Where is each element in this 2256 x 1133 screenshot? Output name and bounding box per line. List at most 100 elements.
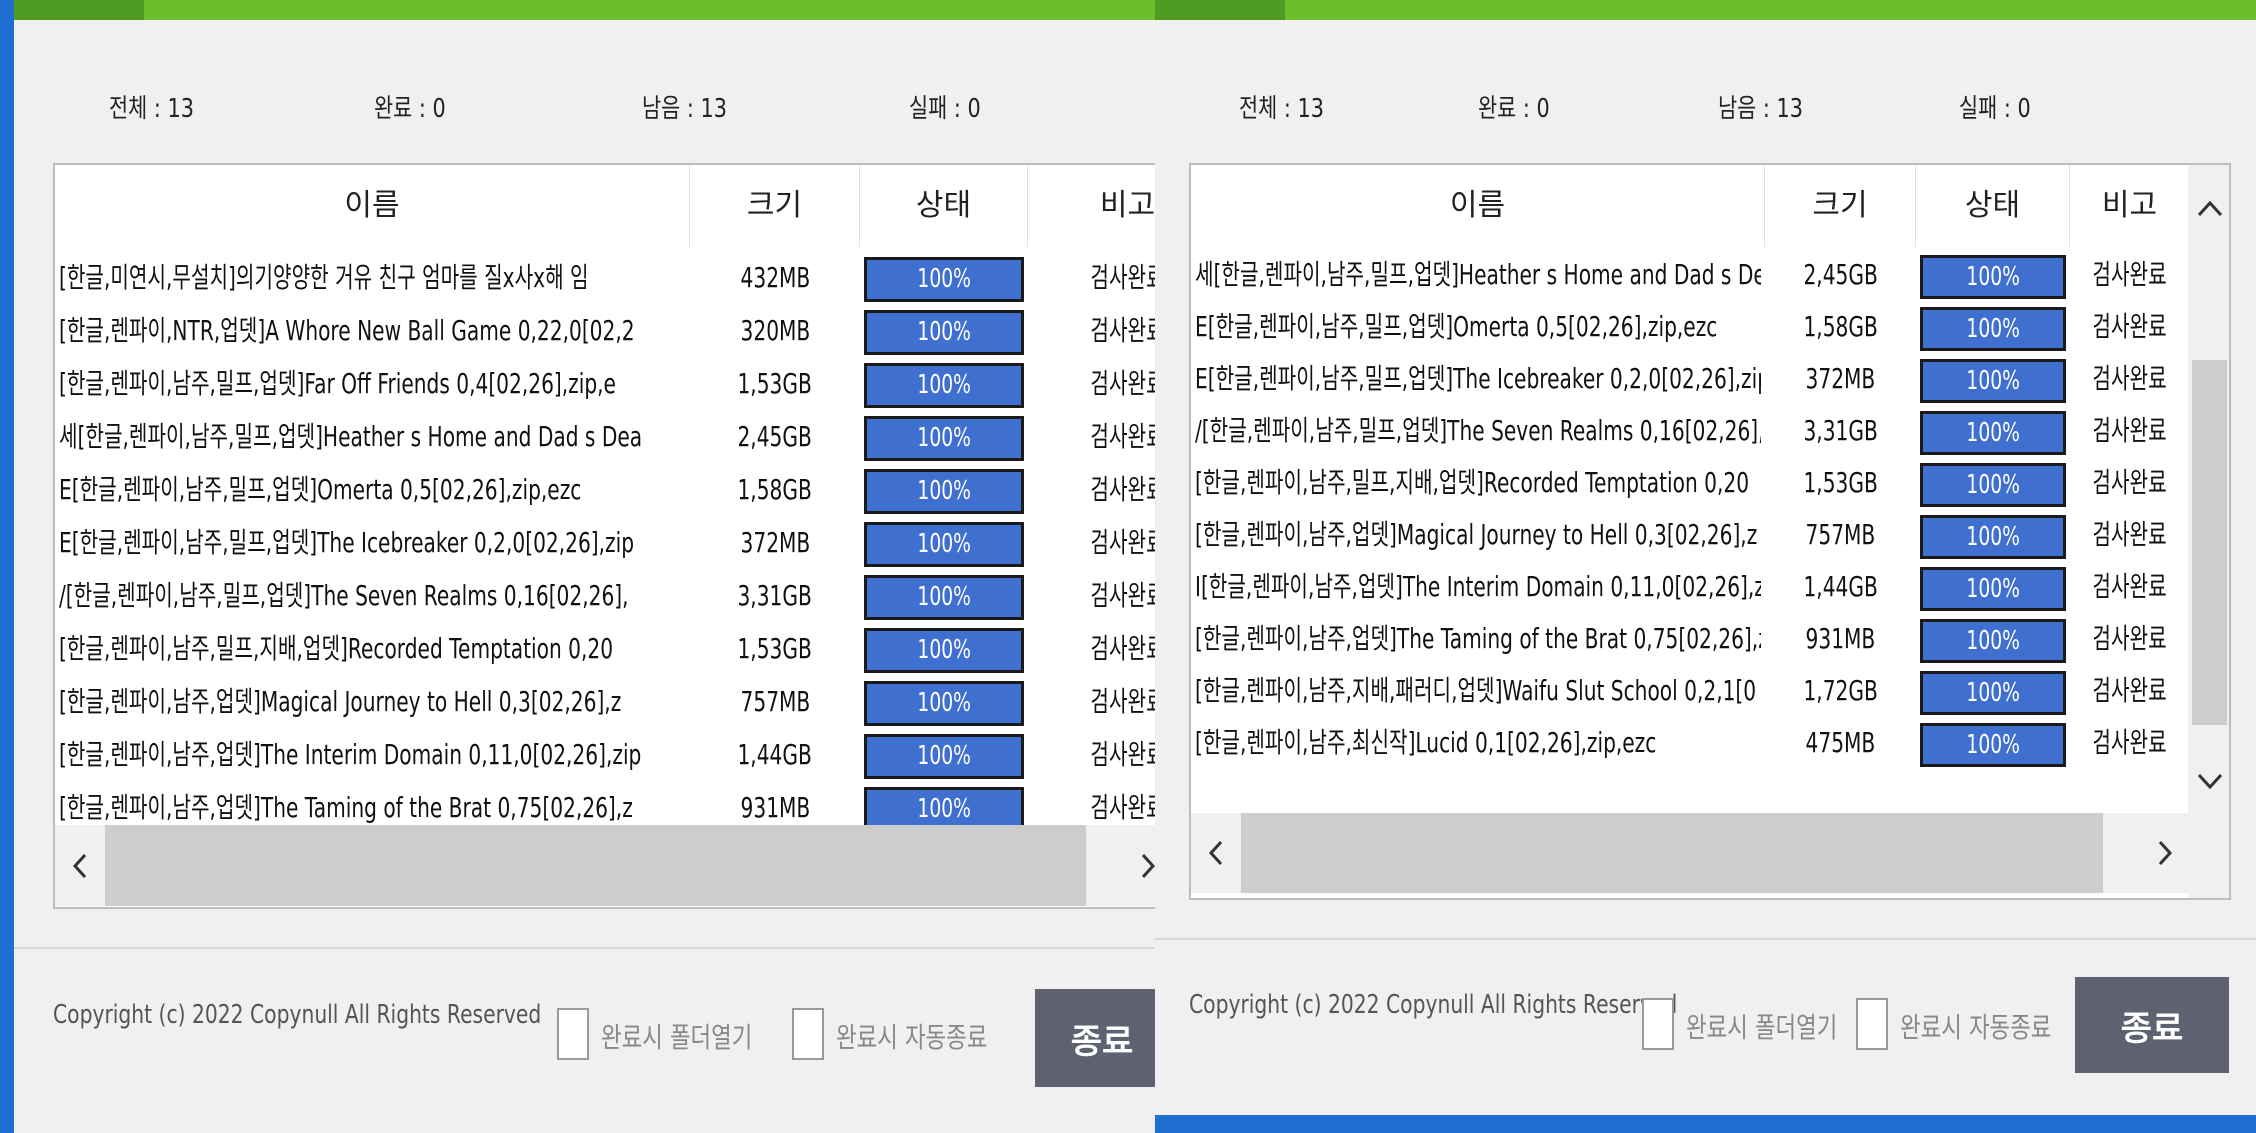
column-header[interactable]: 이름 [55,165,690,247]
cell-size: 931MB [1769,613,1912,665]
column-header[interactable]: 크기 [1765,165,1916,247]
footer-separator [14,947,1155,949]
note-text: 검사완료 [1090,632,1155,665]
cell-size: 1,53GB [694,357,856,410]
stat-label: 남음 : 13 [642,94,727,124]
progress-text: 100% [917,476,971,506]
name-text: I[한글,렌파이,남주,업뎃]The Interim Domain 0,11,0… [1195,570,1761,603]
size-text: 1,72GB [1803,674,1878,707]
name-text: 세[한글,렌파이,남주,밀프,업뎃]Heather s Home and Dad… [1195,258,1761,291]
progress-bar: 100% [864,628,1024,673]
column-header[interactable]: 비고 [1028,165,1155,247]
checkbox-label[interactable]: 완료시 자동종료 [1900,1011,2052,1044]
note-text: 검사완료 [2092,466,2168,499]
checkbox-label[interactable]: 완료시 폴더열기 [601,1021,753,1054]
cell-name: E[한글,렌파이,남주,밀프,업뎃]Omerta 0,5[02,26],zip,… [59,463,686,516]
cell-name: /[한글,렌파이,남주,밀프,업뎃]The Seven Realms 0,16[… [1195,405,1761,457]
size-text: 2,45GB [1803,258,1878,291]
note-text: 검사완료 [2092,570,2168,603]
cell-note: 검사완료 [1032,463,1155,516]
close-button[interactable]: 종료 [1035,989,1155,1087]
column-header[interactable]: 비고 [2070,165,2190,247]
column-header[interactable]: 이름 [1191,165,1765,247]
size-text: 3,31GB [1803,414,1878,447]
cell-size: 2,45GB [1769,249,1912,301]
progress-bar: 100% [864,787,1024,832]
scroll-thumb[interactable] [1241,813,2103,893]
size-text: 3,31GB [737,579,813,612]
close-button[interactable]: 종료 [2075,977,2229,1073]
cell-size: 372MB [694,516,856,569]
size-text: 320MB [740,314,810,347]
progress-text: 100% [1966,314,2020,344]
progress-text: 100% [917,635,971,665]
cell-note: 검사완료 [2074,717,2186,769]
scroll-arrow[interactable] [2195,765,2225,795]
progress-bar: 100% [864,363,1024,408]
progress-bar: 100% [864,522,1024,567]
size-text: 1,53GB [737,632,813,665]
title-bar [14,0,1155,20]
cell-note: 검사완료 [1032,357,1155,410]
cell-name: I[한글,렌파이,남주,업뎃]The Interim Domain 0,11,0… [1195,561,1761,613]
note-text: 검사완료 [1090,314,1155,347]
name-text: [한글,렌파이,남주,업뎃]Magical Journey to Hell 0,… [1195,518,1758,551]
stat-label: 전체 : 13 [1239,94,1324,124]
cell-note: 검사완료 [2074,509,2186,561]
footer-separator [1155,938,2256,940]
cell-name: [한글,렌파이,남주,최신작]Lucid 0,1[02,26],zip,ezc [1195,717,1761,769]
checkbox[interactable] [1642,998,1674,1050]
note-text: 검사완료 [2092,414,2168,447]
progress-bar: 100% [864,575,1024,620]
cell-name: [한글,렌파이,남주,업뎃]Magical Journey to Hell 0,… [59,675,686,728]
scroll-thumb[interactable] [2192,360,2227,725]
name-text: [한글,렌파이,남주,밀프,지배,업뎃]Recorded Temptation … [1195,466,1750,499]
stat-label: 완료 : 0 [374,94,446,124]
progress-bar: 100% [1920,619,2066,663]
cell-size: 372MB [1769,353,1912,405]
checkbox[interactable] [1856,998,1888,1050]
note-text: 검사완료 [1090,473,1155,506]
cell-size: 757MB [1769,509,1912,561]
scroll-arrow[interactable] [1201,838,1231,868]
column-header[interactable]: 상태 [860,165,1028,247]
progress-text: 100% [917,423,971,453]
cell-note: 검사완료 [1032,781,1155,834]
progress-bar: 100% [864,734,1024,779]
cell-name: [한글,렌파이,남주,밀프,지배,업뎃]Recorded Temptation … [59,622,686,675]
size-text: 757MB [1805,518,1876,551]
scroll-arrow[interactable] [2195,195,2225,225]
checkbox[interactable] [557,1008,589,1060]
checkbox-label[interactable]: 완료시 폴더열기 [1686,1011,1838,1044]
cell-note: 검사완료 [1032,304,1155,357]
progress-text: 100% [917,741,971,771]
checkbox-label[interactable]: 완료시 자동종료 [836,1021,988,1054]
note-text: 검사완료 [1090,367,1155,400]
cell-size: 2,45GB [694,410,856,463]
size-text: 372MB [740,526,810,559]
scroll-arrow[interactable] [65,851,95,881]
note-text: 검사완료 [1090,738,1155,771]
cell-size: 1,58GB [694,463,856,516]
column-header[interactable]: 상태 [1916,165,2070,247]
cell-name: E[한글,렌파이,남주,밀프,업뎃]The Icebreaker 0,2,0[0… [59,516,686,569]
note-text: 검사완료 [1090,579,1155,612]
note-text: 검사완료 [2092,258,2168,291]
cell-name: [한글,렌파이,남주,업뎃]Magical Journey to Hell 0,… [1195,509,1761,561]
scroll-arrow[interactable] [1133,851,1155,881]
note-text: 검사완료 [2092,674,2168,707]
name-text: E[한글,렌파이,남주,밀프,업뎃]The Icebreaker 0,2,0[0… [59,526,635,559]
cell-note: 검사완료 [2074,249,2186,301]
progress-bar: 100% [864,469,1024,514]
checkbox[interactable] [792,1008,824,1060]
cell-name: [한글,렌파이,남주,지배,패러디,업뎃]Waifu Slut School 0… [1195,665,1761,717]
progress-text: 100% [1966,678,2020,708]
note-text: 검사완료 [1090,420,1155,453]
cell-note: 검사완료 [2074,457,2186,509]
scroll-arrow[interactable] [2150,838,2180,868]
progress-text: 100% [1966,262,2020,292]
column-header[interactable]: 크기 [690,165,860,247]
note-text: 검사완료 [1090,261,1155,294]
scroll-thumb[interactable] [105,825,1086,906]
